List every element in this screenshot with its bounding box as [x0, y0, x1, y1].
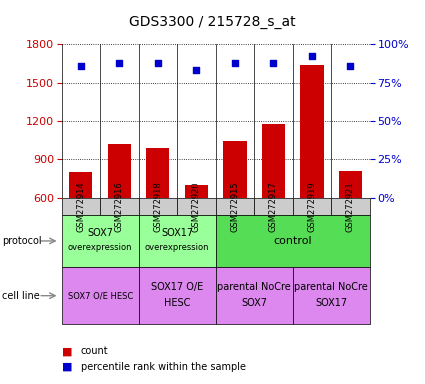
Bar: [185, 185, 208, 275]
Bar: [224, 141, 246, 275]
Point: [116, 60, 123, 66]
Text: control: control: [273, 236, 312, 246]
Text: overexpression: overexpression: [68, 243, 133, 252]
Bar: [108, 144, 131, 275]
Text: cell line: cell line: [2, 291, 40, 301]
Point: [193, 67, 200, 73]
Text: SOX7: SOX7: [87, 227, 113, 238]
Bar: [300, 65, 323, 275]
Text: GSM272917: GSM272917: [269, 181, 278, 232]
Text: ■: ■: [62, 346, 72, 356]
Text: overexpression: overexpression: [145, 243, 210, 252]
Text: GSM272915: GSM272915: [230, 181, 239, 232]
Bar: [69, 172, 92, 275]
Text: parental NoCre: parental NoCre: [295, 282, 368, 292]
Point: [309, 53, 315, 60]
Text: GDS3300 / 215728_s_at: GDS3300 / 215728_s_at: [129, 15, 296, 29]
Bar: [339, 171, 362, 275]
Text: SOX17: SOX17: [315, 298, 347, 308]
Text: GSM272920: GSM272920: [192, 181, 201, 232]
Text: GSM272921: GSM272921: [346, 181, 355, 232]
Point: [232, 60, 238, 66]
Text: SOX17: SOX17: [161, 227, 193, 238]
Text: percentile rank within the sample: percentile rank within the sample: [81, 362, 246, 372]
Point: [347, 63, 354, 69]
Text: GSM272918: GSM272918: [153, 181, 162, 232]
Bar: [146, 148, 170, 275]
Text: SOX17 O/E: SOX17 O/E: [151, 282, 203, 292]
Text: SOX7: SOX7: [241, 298, 267, 308]
Text: parental NoCre: parental NoCre: [217, 282, 291, 292]
Point: [155, 60, 162, 66]
Bar: [262, 124, 285, 275]
Point: [77, 63, 84, 69]
Text: SOX7 O/E HESC: SOX7 O/E HESC: [68, 291, 133, 300]
Text: protocol: protocol: [2, 236, 42, 246]
Text: ■: ■: [62, 362, 72, 372]
Text: GSM272914: GSM272914: [76, 181, 85, 232]
Text: HESC: HESC: [164, 298, 190, 308]
Text: GSM272919: GSM272919: [307, 181, 317, 232]
Point: [270, 60, 277, 66]
Text: count: count: [81, 346, 108, 356]
Text: GSM272916: GSM272916: [115, 181, 124, 232]
